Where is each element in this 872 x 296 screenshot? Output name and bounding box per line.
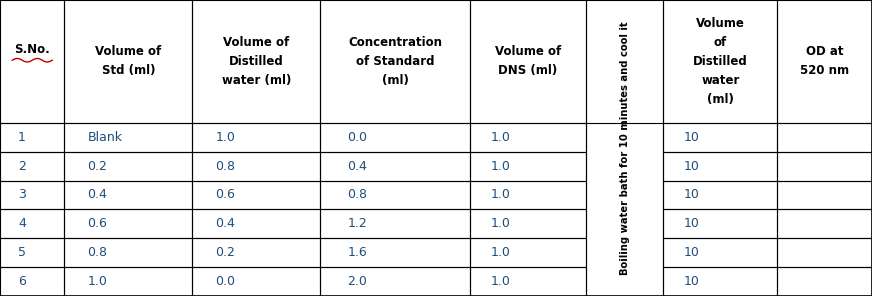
Bar — [320, 238, 470, 267]
Text: 0.0: 0.0 — [215, 275, 235, 288]
Text: Volume
of
Distilled
water
(ml): Volume of Distilled water (ml) — [693, 17, 747, 106]
Text: Volume of
Std (ml): Volume of Std (ml) — [95, 45, 161, 78]
Text: 0.8: 0.8 — [215, 160, 235, 173]
Text: 0.6: 0.6 — [87, 217, 107, 230]
Bar — [65, 0, 193, 123]
Bar — [65, 238, 193, 267]
Bar — [193, 123, 320, 152]
Text: 10: 10 — [684, 189, 700, 202]
Bar — [320, 181, 470, 210]
Bar — [777, 152, 872, 181]
Text: 10: 10 — [684, 217, 700, 230]
Bar — [470, 267, 586, 296]
Text: 1.0: 1.0 — [87, 275, 107, 288]
Bar — [193, 0, 320, 123]
Bar — [0, 152, 65, 181]
Text: 1.6: 1.6 — [347, 246, 367, 259]
Text: 0.4: 0.4 — [215, 217, 235, 230]
Bar — [470, 181, 586, 210]
Text: 0.0: 0.0 — [347, 131, 367, 144]
Text: 10: 10 — [684, 160, 700, 173]
Text: 0.2: 0.2 — [87, 160, 107, 173]
Text: OD at
520 nm: OD at 520 nm — [800, 45, 849, 78]
Text: 4: 4 — [18, 217, 26, 230]
Text: 0.8: 0.8 — [87, 246, 107, 259]
Text: Concentration
of Standard
(ml): Concentration of Standard (ml) — [348, 36, 442, 87]
Bar — [193, 238, 320, 267]
Bar — [664, 152, 777, 181]
Text: 1.0: 1.0 — [491, 131, 511, 144]
Bar — [320, 210, 470, 238]
Bar — [320, 123, 470, 152]
Text: Volume of
Distilled
water (ml): Volume of Distilled water (ml) — [221, 36, 291, 87]
Text: 0.8: 0.8 — [347, 189, 367, 202]
Bar — [777, 0, 872, 123]
Bar — [193, 267, 320, 296]
Bar — [65, 123, 193, 152]
Text: Blank: Blank — [87, 131, 122, 144]
Text: 5: 5 — [18, 246, 26, 259]
Bar — [193, 152, 320, 181]
Text: 1.0: 1.0 — [491, 217, 511, 230]
Text: 0.6: 0.6 — [215, 189, 235, 202]
Bar — [0, 210, 65, 238]
Bar — [470, 0, 586, 123]
Text: 1: 1 — [18, 131, 26, 144]
Text: 2: 2 — [18, 160, 26, 173]
Text: Boiling water bath for 10 minutes and cool it: Boiling water bath for 10 minutes and co… — [620, 21, 630, 275]
Bar — [664, 181, 777, 210]
Text: 0.4: 0.4 — [87, 189, 107, 202]
Bar — [0, 0, 65, 123]
Text: 10: 10 — [684, 246, 700, 259]
Bar — [664, 0, 777, 123]
Bar — [470, 238, 586, 267]
Bar — [664, 210, 777, 238]
Text: 1.0: 1.0 — [215, 131, 235, 144]
Bar — [65, 152, 193, 181]
Text: 1.0: 1.0 — [491, 246, 511, 259]
Bar — [586, 0, 664, 296]
Bar — [193, 210, 320, 238]
Bar — [320, 0, 470, 123]
Bar — [0, 267, 65, 296]
Text: 2.0: 2.0 — [347, 275, 367, 288]
Bar — [777, 238, 872, 267]
Bar — [0, 181, 65, 210]
Bar — [664, 267, 777, 296]
Text: 1.0: 1.0 — [491, 189, 511, 202]
Bar — [0, 238, 65, 267]
Bar — [777, 267, 872, 296]
Bar — [470, 152, 586, 181]
Bar — [470, 210, 586, 238]
Bar — [777, 123, 872, 152]
Text: Volume of
DNS (ml): Volume of DNS (ml) — [494, 45, 561, 78]
Bar — [777, 181, 872, 210]
Text: 1.0: 1.0 — [491, 275, 511, 288]
Text: 10: 10 — [684, 131, 700, 144]
Text: S.No.: S.No. — [14, 43, 50, 56]
Text: 0.2: 0.2 — [215, 246, 235, 259]
Text: 3: 3 — [18, 189, 26, 202]
Bar — [65, 210, 193, 238]
Bar — [320, 152, 470, 181]
Bar — [65, 181, 193, 210]
Bar — [0, 123, 65, 152]
Bar — [65, 267, 193, 296]
Bar — [470, 123, 586, 152]
Text: 6: 6 — [18, 275, 26, 288]
Bar — [320, 267, 470, 296]
Bar — [664, 123, 777, 152]
Bar — [777, 210, 872, 238]
Bar — [193, 181, 320, 210]
Text: 1.0: 1.0 — [491, 160, 511, 173]
Text: 0.4: 0.4 — [347, 160, 367, 173]
Bar — [664, 238, 777, 267]
Text: 1.2: 1.2 — [347, 217, 367, 230]
Text: 10: 10 — [684, 275, 700, 288]
